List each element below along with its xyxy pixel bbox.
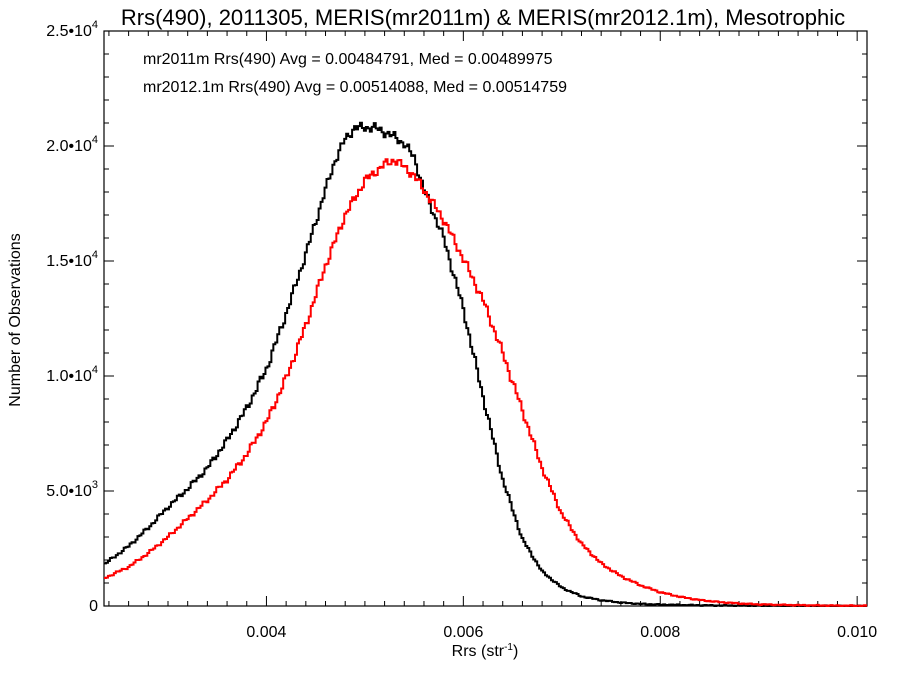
y-tick-mantissa: 1.5•10: [46, 253, 92, 270]
y-tick-exponent: 3: [92, 479, 98, 491]
x-tick-label: 0.006: [443, 624, 483, 641]
y-tick-mantissa: 5.0•10: [46, 483, 92, 500]
legend-entry-mr2012-1m: mr2012.1m Rrs(490) Avg = 0.00514088, Med…: [143, 79, 567, 96]
y-tick-mantissa: 2.0•10: [46, 138, 92, 155]
y-tick-exponent: 4: [92, 134, 98, 146]
y-tick-label: 2.5•104: [46, 19, 98, 40]
series-line-mr2011m: [104, 121, 868, 607]
y-tick-label: 1.0•104: [46, 364, 98, 385]
y-axis-label: Number of Observations: [7, 233, 24, 406]
y-tick-mantissa: 1.0•10: [46, 368, 92, 385]
plot-frame: [103, 30, 868, 607]
y-tick-label: 5.0•103: [46, 479, 98, 500]
x-tick-label: 0.010: [837, 624, 877, 641]
chart-title: Rrs(490), 2011305, MERIS(mr2011m) & MERI…: [121, 5, 845, 30]
x-tick-label: 0.004: [246, 624, 286, 641]
x-axis-label-exponent: -1: [504, 642, 513, 653]
x-axis-ticks: 0.004 0.006 0.008 0.010: [108, 31, 877, 641]
y-tick-exponent: 4: [92, 249, 98, 261]
series-line-mr2012-1m: [104, 158, 868, 607]
x-axis-label-main: Rrs (str: [452, 643, 505, 660]
y-tick-exponent: 4: [92, 364, 98, 376]
y-tick-mantissa: 2.5•10: [46, 23, 92, 40]
legend-entry-mr2011m: mr2011m Rrs(490) Avg = 0.00484791, Med =…: [143, 51, 553, 68]
x-axis-label: Rrs (str-1): [452, 642, 519, 660]
y-tick-mantissa: 0: [89, 598, 98, 615]
x-tick-label: 0.008: [640, 624, 680, 641]
y-tick-label: 1.5•104: [46, 249, 98, 270]
x-axis-label-close: ): [513, 643, 518, 660]
y-tick-label: 2.0•104: [46, 134, 98, 155]
y-tick-exponent: 4: [92, 19, 98, 31]
legend: mr2011m Rrs(490) Avg = 0.00484791, Med =…: [143, 51, 567, 96]
y-tick-label: 0: [89, 598, 98, 615]
series-layer: [104, 121, 868, 607]
